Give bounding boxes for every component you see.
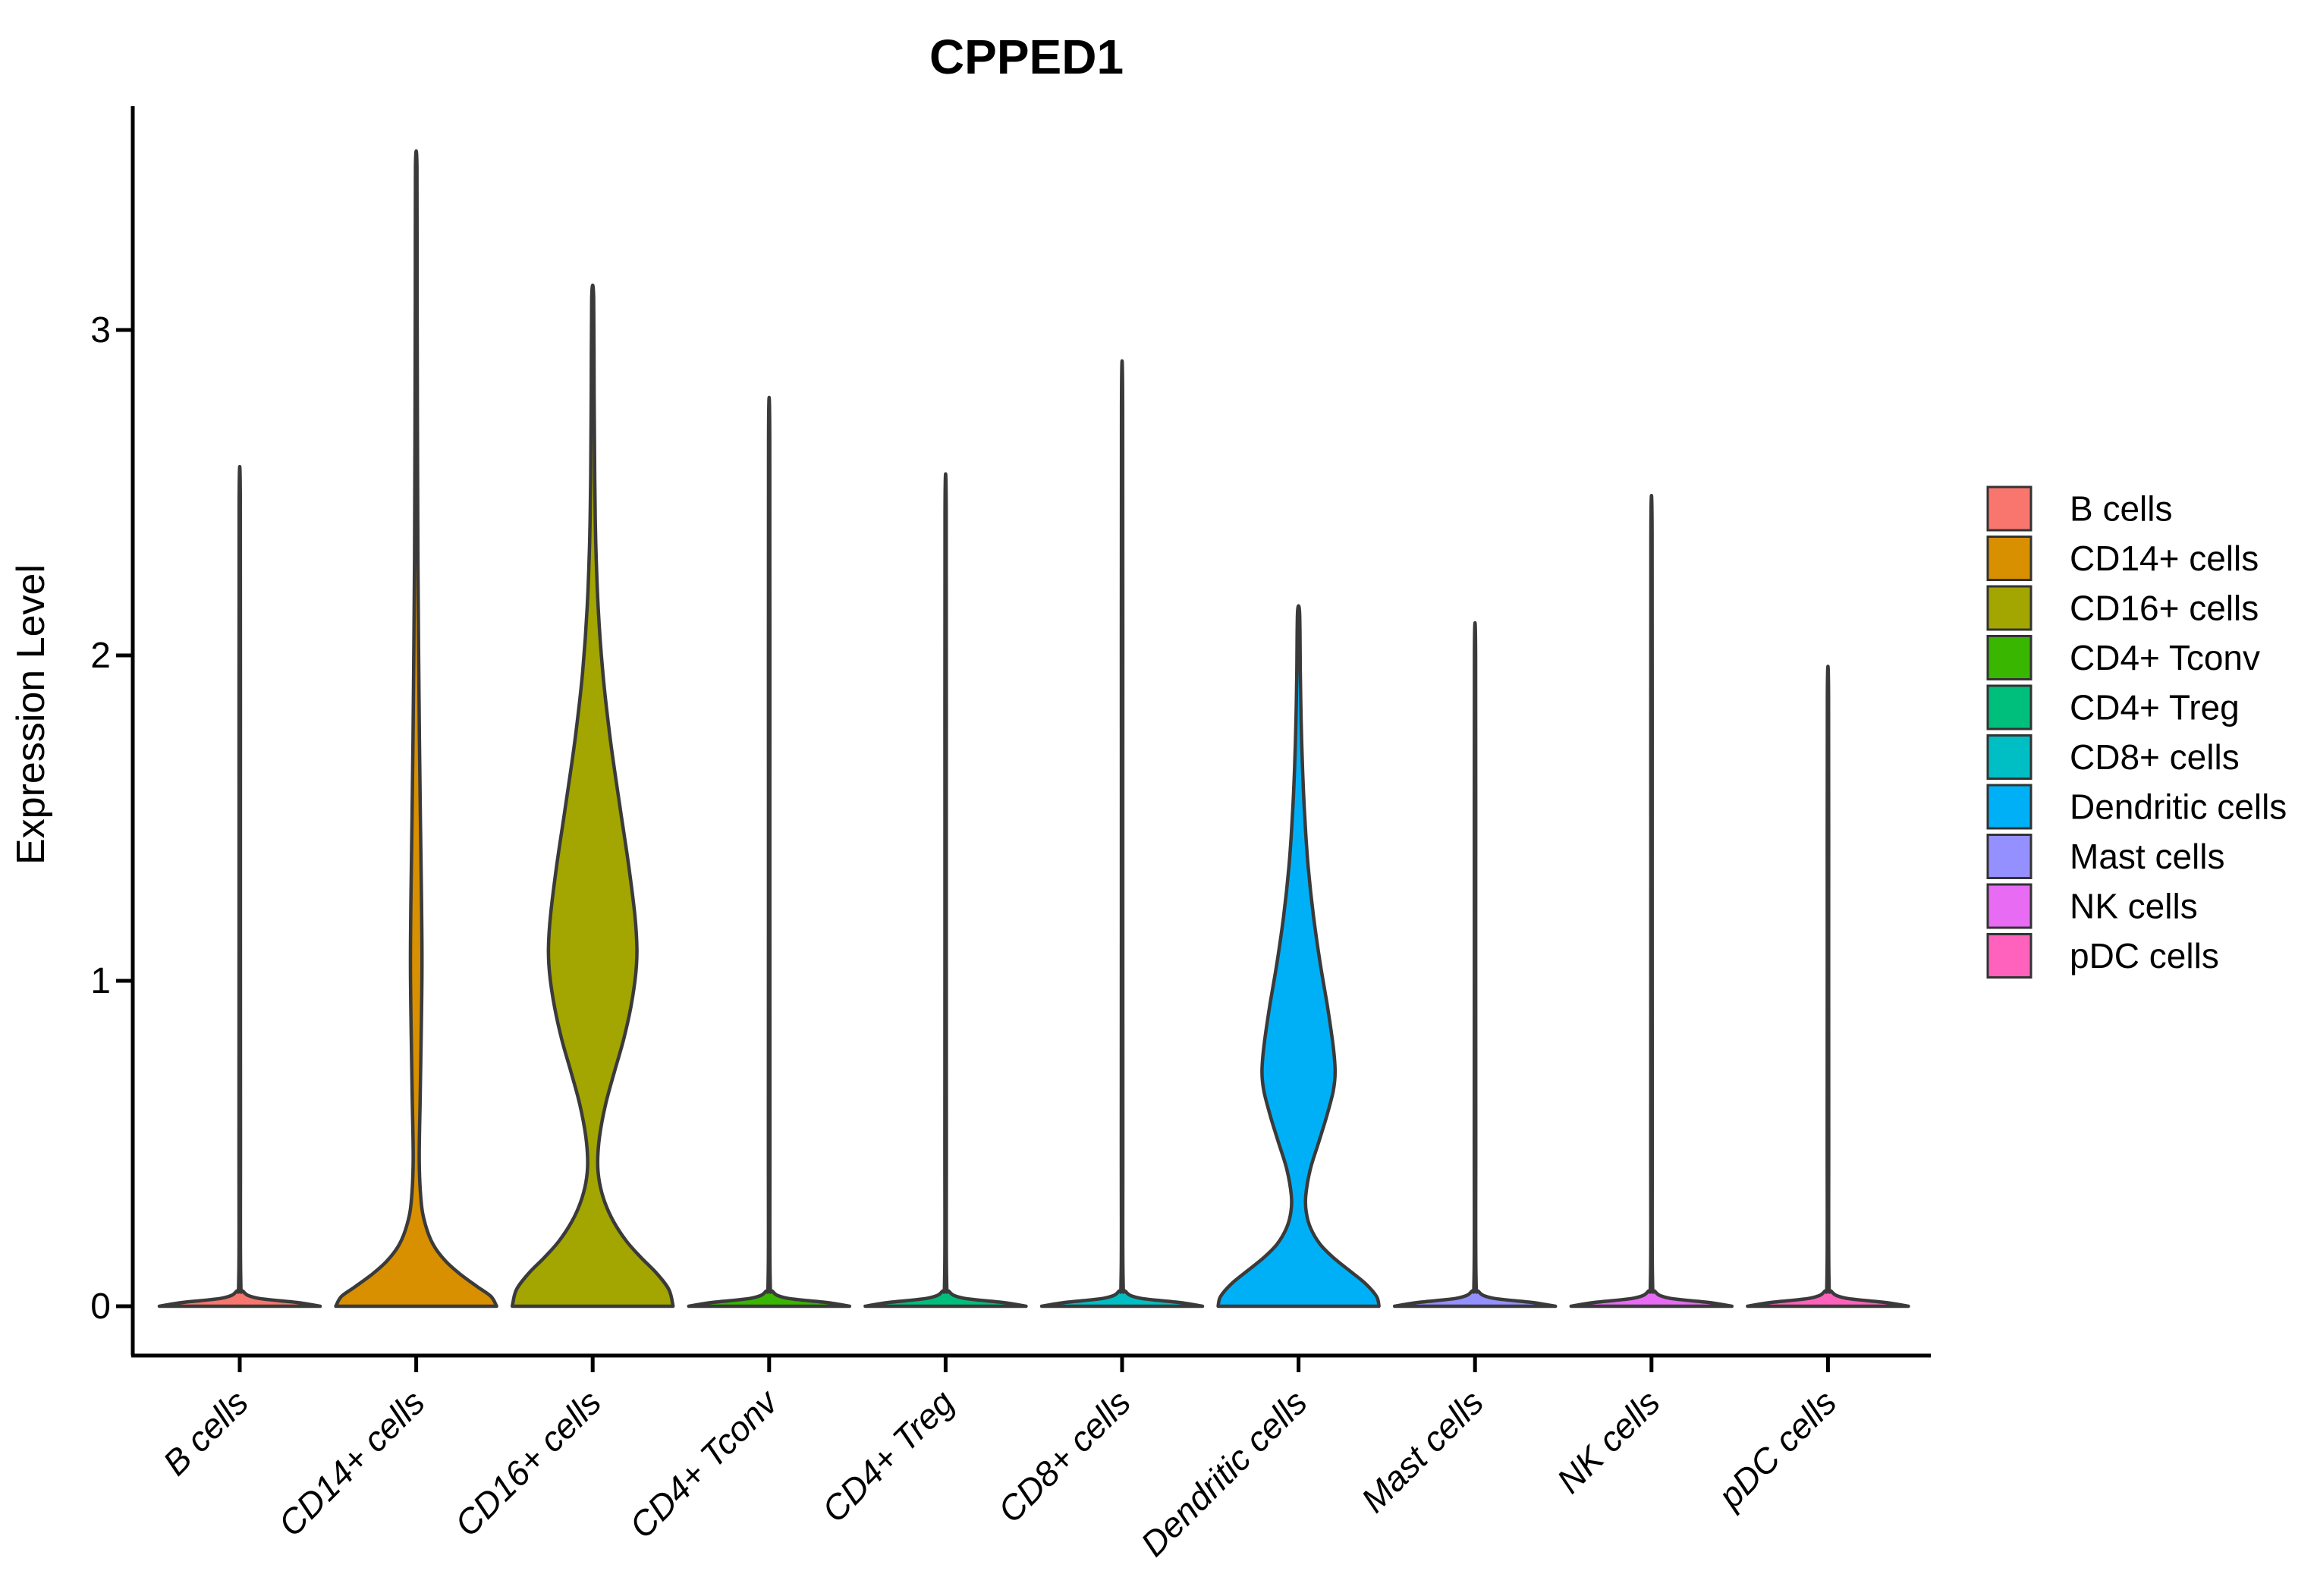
y-tick-label: 1 (90, 961, 111, 1001)
x-axis-label-b-cells: B cells (155, 1382, 256, 1483)
legend-swatch-cd14-cells (1986, 536, 2032, 581)
y-tick-label: 2 (90, 636, 111, 676)
x-axis-label-cd4-tconv: CD4+ Tconv (621, 1381, 787, 1546)
x-axis-label-mast-cells: Mast cells (1353, 1382, 1491, 1519)
violin-nk-cells (1569, 494, 1734, 1309)
violin-mast-cells (1392, 621, 1558, 1309)
legend-label-cd4-treg: CD4+ Treg (2070, 688, 2240, 727)
legend-swatch-cd8-cells (1986, 734, 2032, 780)
violin-cd4-tconv (687, 396, 852, 1309)
violin-cd14-cells (334, 149, 498, 1309)
legend-swatch-cd4-tconv (1986, 635, 2032, 680)
legend-swatch-dendritic-cells (1986, 784, 2032, 830)
y-tick-label: 3 (90, 310, 111, 350)
y-tick-label: 0 (90, 1287, 111, 1327)
legend-label-cd16-cells: CD16+ cells (2070, 589, 2259, 628)
legend-swatch-b-cells (1986, 485, 2032, 532)
x-axis-label-cd16-cells: CD16+ cells (447, 1382, 608, 1544)
legend-swatch-cd16-cells (1986, 585, 2032, 631)
x-axis-label-pdc-cells: pDC cells (1709, 1382, 1844, 1516)
x-axis-label-cd14-cells: CD14+ cells (271, 1382, 432, 1544)
legend-swatch-cd4-treg (1986, 684, 2032, 730)
legend-label-dendritic-cells: Dendritic cells (2070, 787, 2287, 827)
violin-cd16-cells (510, 283, 675, 1309)
legend-label-cd14-cells: CD14+ cells (2070, 539, 2259, 578)
violin-cd8-cells (1039, 359, 1205, 1309)
x-axis-label-cd4-treg: CD4+ Treg (814, 1382, 962, 1530)
violin-pdc-cells (1746, 664, 1910, 1309)
legend-swatch-mast-cells (1986, 834, 2032, 879)
legend-label-cd8-cells: CD8+ cells (2070, 737, 2240, 777)
plot-title: CPPED1 (929, 30, 1124, 84)
legend-label-b-cells: B cells (2070, 489, 2172, 529)
legend-label-mast-cells: Mast cells (2070, 837, 2224, 876)
legend-swatch-pdc-cells (1986, 933, 2032, 979)
x-axis-label-cd8-cells: CD8+ cells (990, 1382, 1138, 1530)
legend-label-nk-cells: NK cells (2070, 887, 2198, 926)
violin-cd4-treg (863, 472, 1028, 1309)
legend-swatch-nk-cells (1986, 883, 2032, 929)
x-axis-label-dendritic-cells: Dendritic cells (1133, 1382, 1314, 1563)
violin-b-cells (157, 464, 322, 1309)
violin-dendritic-cells (1216, 604, 1381, 1309)
legend-label-cd4-tconv: CD4+ Tconv (2070, 638, 2260, 677)
legend-label-pdc-cells: pDC cells (2070, 936, 2219, 976)
y-axis-title: Expression Level (9, 564, 53, 865)
x-axis-label-nk-cells: NK cells (1549, 1382, 1668, 1500)
